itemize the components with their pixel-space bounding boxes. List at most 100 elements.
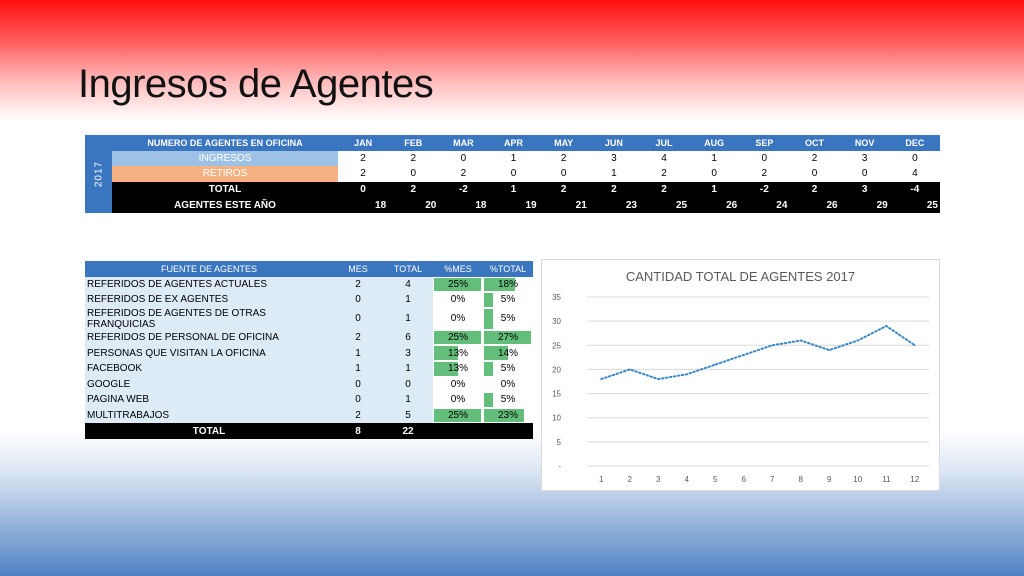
source-mes: 0: [333, 292, 383, 308]
month-value: 18: [338, 197, 389, 213]
source-pct-mes-cell: 25%: [433, 407, 483, 424]
x-tick-label: 8: [799, 475, 804, 484]
data-point: [685, 373, 688, 376]
source-total: 0: [383, 376, 433, 393]
source-pct-mes: 0%: [450, 394, 466, 406]
month-value: 2: [739, 166, 790, 182]
sources-header: %TOTAL: [483, 261, 533, 277]
month-value: 1: [689, 181, 740, 198]
empty-cell: [483, 423, 533, 439]
source-name: PAGINA WEB: [85, 392, 333, 408]
ingresos-row: INGRESOS 2 2 0 1 2 3 4 1 0 2 3 0: [112, 150, 940, 167]
source-total: 1: [383, 292, 433, 308]
month-value: 0: [889, 150, 940, 167]
month-value: 2: [338, 150, 389, 167]
retiros-row: RETIROS 2 0 2 0 0 1 2 0 2 0 0 4: [112, 166, 940, 182]
month-header: NOV: [839, 135, 890, 151]
month-value: 2: [638, 181, 690, 198]
source-name: REFERIDOS DE AGENTES DE OTRAS FRANQUICIA…: [85, 307, 333, 330]
month-value: 24: [739, 197, 790, 213]
source-row: REFERIDOS DE EX AGENTES 0 1 0% 5%: [85, 292, 533, 308]
month-header: APR: [488, 135, 539, 151]
row-label: INGRESOS: [112, 150, 338, 167]
month-header: OCT: [789, 135, 840, 151]
total-row: TOTAL 0 2 -2 1 2 2 2 1 -2 2 3 -4: [112, 181, 940, 198]
x-tick-label: 4: [685, 475, 690, 484]
sources-header: TOTAL: [383, 261, 433, 277]
source-pct-total-cell: 5%: [483, 292, 533, 308]
monthly-header-label: NUMERO DE AGENTES EN OFICINA: [112, 135, 338, 151]
month-value: 2: [789, 181, 840, 198]
month-value: 19: [488, 197, 539, 213]
source-row: REFERIDOS DE PERSONAL DE OFICINA 2 6 25% 27%: [85, 329, 533, 346]
source-pct-mes: 25%: [447, 332, 468, 344]
source-mes: 1: [333, 345, 383, 361]
y-tick-label: 30: [552, 317, 561, 326]
x-tick-label: 10: [853, 475, 862, 484]
source-pct-total-cell: 14%: [483, 345, 533, 361]
month-value: 26: [689, 197, 740, 213]
data-bar: [484, 346, 509, 360]
month-value: 18: [438, 197, 489, 213]
source-name: FACEBOOK: [85, 360, 333, 377]
month-value: 2: [588, 181, 639, 198]
month-value: 2: [638, 166, 690, 182]
month-value: 26: [789, 197, 840, 213]
source-pct-total-cell: 5%: [483, 307, 533, 330]
month-value: 3: [839, 150, 890, 167]
row-label: TOTAL: [112, 181, 338, 198]
source-pct-total: 5%: [500, 394, 516, 406]
source-pct-mes-cell: 0%: [433, 307, 483, 330]
month-header: JUL: [638, 135, 690, 151]
data-point: [913, 344, 916, 347]
monthly-agents-table: NUMERO DE AGENTES EN OFICINA JAN FEB MAR APR…: [112, 135, 940, 213]
source-pct-mes-cell: 13%: [433, 345, 483, 361]
source-pct-total-cell: 18%: [483, 276, 533, 293]
source-name: PERSONAS QUE VISITAN LA OFICINA: [85, 345, 333, 361]
month-header: SEP: [739, 135, 790, 151]
source-pct-mes-cell: 25%: [433, 329, 483, 346]
source-pct-total-cell: 5%: [483, 360, 533, 377]
month-value: 2: [538, 150, 589, 167]
source-total: 1: [383, 392, 433, 408]
source-name: REFERIDOS DE AGENTES ACTUALES: [85, 276, 333, 293]
data-bar: [434, 330, 481, 345]
source-pct-total-cell: 5%: [483, 392, 533, 408]
y-tick-label: -: [558, 462, 561, 471]
month-value: 25: [638, 197, 690, 213]
source-mes: 1: [333, 360, 383, 377]
x-tick-label: 9: [827, 475, 832, 484]
x-tick-label: 5: [713, 475, 718, 484]
month-value: 4: [638, 150, 690, 167]
month-header: FEB: [388, 135, 439, 151]
month-value: 2: [538, 181, 589, 198]
month-header: JUN: [588, 135, 639, 151]
sources-header: FUENTE DE AGENTES: [85, 261, 333, 277]
month-value: 25: [889, 197, 940, 213]
source-pct-mes: 25%: [447, 410, 468, 422]
sources-total-total: 22: [383, 423, 433, 439]
source-total: 1: [383, 307, 433, 330]
month-value: 1: [488, 181, 539, 198]
month-value: 0: [789, 166, 840, 182]
data-point: [657, 378, 660, 380]
source-pct-mes: 13%: [447, 363, 468, 375]
data-point: [828, 349, 831, 351]
month-value: 20: [388, 197, 439, 213]
month-value: 0: [538, 166, 589, 182]
x-tick-label: 2: [628, 475, 633, 484]
source-mes: 2: [333, 407, 383, 424]
x-tick-label: 12: [910, 475, 919, 484]
month-value: 21: [538, 197, 589, 213]
source-mes: 0: [333, 376, 383, 393]
month-value: -2: [739, 181, 790, 198]
month-value: 23: [588, 197, 639, 213]
month-value: -2: [438, 181, 489, 198]
data-bar: [484, 308, 493, 329]
year-label: 2017: [93, 160, 104, 188]
source-name: GOOGLE: [85, 376, 333, 393]
data-bar: [434, 408, 481, 423]
y-tick-label: 25: [552, 341, 561, 350]
x-tick-label: 11: [882, 475, 891, 484]
y-tick-label: 20: [552, 365, 561, 374]
